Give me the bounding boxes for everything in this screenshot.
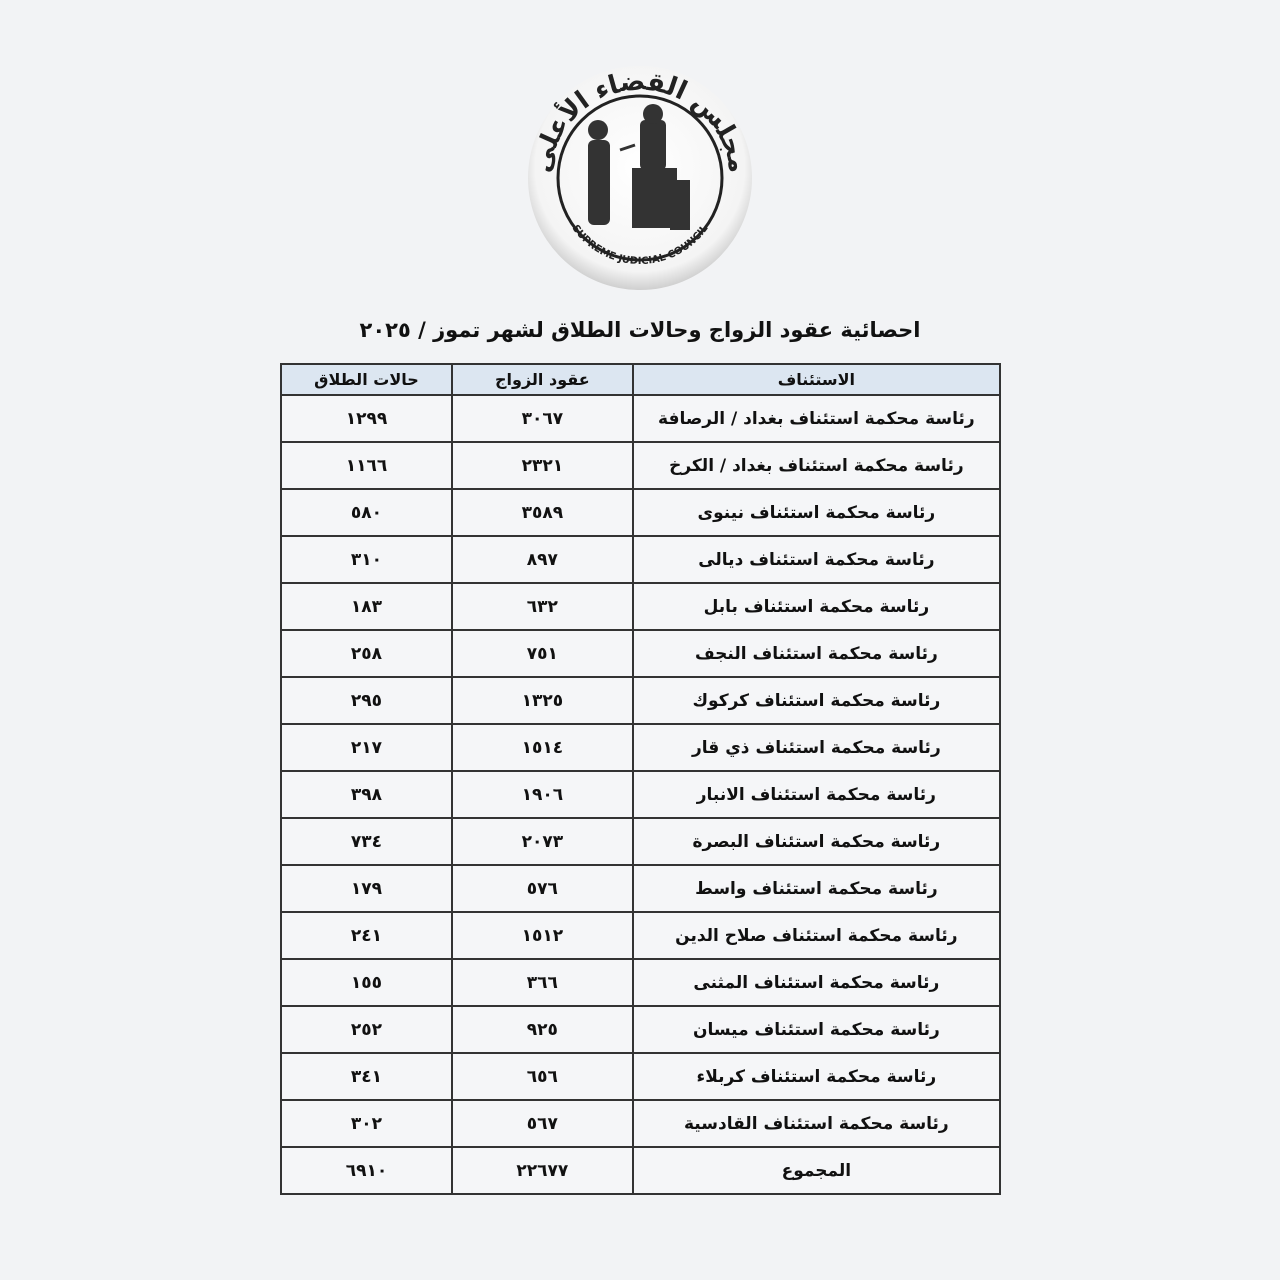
marriages-cell: ٥٦٧ [450,1099,634,1148]
table-row: رئاسة محكمة استئناف القادسية ٥٦٧ ٣٠٢ [280,1099,1002,1148]
divorces-cell: ٢٥٨ [280,629,453,678]
court-cell: رئاسة محكمة استئناف نينوى [631,488,1002,537]
divorces-cell: ٣٤١ [280,1052,453,1101]
table-row: رئاسة محكمة استئناف البصرة ٢٠٧٣ ٧٣٤ [280,817,1002,866]
page-title: احصائية عقود الزواج وحالات الطلاق لشهر ت… [359,318,921,342]
divorces-cell: ١١٦٦ [280,441,453,490]
marriages-cell: ١٥١٢ [450,911,634,960]
court-cell: رئاسة محكمة استئناف ميسان [631,1005,1002,1054]
divorces-cell: ٧٣٤ [280,817,453,866]
header-court: الاستئناف [631,363,1002,396]
divorces-cell: ٢١٧ [280,723,453,772]
supreme-judicial-council-logo: مجلس القضاء الأعلى SUPREME JUDICIAL COUN… [520,50,760,295]
table-row: رئاسة محكمة استئناف بابل ٦٣٢ ١٨٣ [280,582,1002,631]
table-row: رئاسة محكمة استئناف كركوك ١٣٢٥ ٢٩٥ [280,676,1002,725]
table-row: رئاسة محكمة استئناف النجف ٧٥١ ٢٥٨ [280,629,1002,678]
divorces-cell: ٢٥٢ [280,1005,453,1054]
court-cell: رئاسة محكمة استئناف البصرة [631,817,1002,866]
court-cell: رئاسة محكمة استئناف ديالى [631,535,1002,584]
court-cell: رئاسة محكمة استئناف القادسية [631,1099,1002,1148]
header-divorces: حالات الطلاق [280,363,453,396]
divorces-cell: ١٨٣ [280,582,453,631]
table-header-row: الاستئناف عقود الزواج حالات الطلاق [280,363,1002,396]
divorces-cell: ٢٤١ [280,911,453,960]
divorces-cell: ٣٠٢ [280,1099,453,1148]
court-cell: رئاسة محكمة استئناف صلاح الدين [631,911,1002,960]
marriages-cell: ١٣٢٥ [450,676,634,725]
court-cell: رئاسة محكمة استئناف الانبار [631,770,1002,819]
marriages-cell: ٢٣٢١ [450,441,634,490]
marriages-cell: ٩٢٥ [450,1005,634,1054]
marriages-cell: ٣٠٦٧ [450,394,634,443]
total-row: المجموع ٢٢٦٧٧ ٦٩١٠ [280,1146,1002,1195]
total-court-cell: المجموع [631,1146,1002,1195]
table-row: رئاسة محكمة استئناف ذي قار ١٥١٤ ٢١٧ [280,723,1002,772]
marriages-cell: ٦٥٦ [450,1052,634,1101]
court-cell: رئاسة محكمة استئناف بابل [631,582,1002,631]
court-cell: رئاسة محكمة استئناف بغداد / الرصافة [631,394,1002,443]
statistics-table: الاستئناف عقود الزواج حالات الطلاق رئاسة… [280,363,1002,1195]
total-marriages-cell: ٢٢٦٧٧ [450,1146,634,1195]
marriages-cell: ٦٣٢ [450,582,634,631]
marriages-cell: ٣٦٦ [450,958,634,1007]
marriages-cell: ٢٠٧٣ [450,817,634,866]
divorces-cell: ١٥٥ [280,958,453,1007]
marriages-cell: ٥٧٦ [450,864,634,913]
court-cell: رئاسة محكمة استئناف المثنى [631,958,1002,1007]
table-row: رئاسة محكمة استئناف الانبار ١٩٠٦ ٣٩٨ [280,770,1002,819]
total-divorces-cell: ٦٩١٠ [280,1146,453,1195]
table-row: رئاسة محكمة استئناف بغداد / الرصافة ٣٠٦٧ ١… [280,394,1002,443]
divorces-cell: ٢٩٥ [280,676,453,725]
divorces-cell: ٣٩٨ [280,770,453,819]
marriages-cell: ١٥١٤ [450,723,634,772]
court-cell: رئاسة محكمة استئناف ذي قار [631,723,1002,772]
table-row: رئاسة محكمة استئناف المثنى ٣٦٦ ١٥٥ [280,958,1002,1007]
court-cell: رئاسة محكمة استئناف النجف [631,629,1002,678]
table-row: رئاسة محكمة استئناف نينوى ٣٥٨٩ ٥٨٠ [280,488,1002,537]
table-row: رئاسة محكمة استئناف ديالى ٨٩٧ ٣١٠ [280,535,1002,584]
table-row: رئاسة محكمة استئناف بغداد / الكرخ ٢٣٢١ ١١٦… [280,441,1002,490]
table-row: رئاسة محكمة استئناف واسط ٥٧٦ ١٧٩ [280,864,1002,913]
divorces-cell: ١٢٩٩ [280,394,453,443]
table-row: رئاسة محكمة استئناف كربلاء ٦٥٦ ٣٤١ [280,1052,1002,1101]
marriages-cell: ٧٥١ [450,629,634,678]
header-marriages: عقود الزواج [450,363,634,396]
marriages-cell: ١٩٠٦ [450,770,634,819]
court-cell: رئاسة محكمة استئناف كربلاء [631,1052,1002,1101]
divorces-cell: ٣١٠ [280,535,453,584]
court-cell: رئاسة محكمة استئناف بغداد / الكرخ [631,441,1002,490]
divorces-cell: ١٧٩ [280,864,453,913]
table-row: رئاسة محكمة استئناف صلاح الدين ١٥١٢ ٢٤١ [280,911,1002,960]
marriages-cell: ٨٩٧ [450,535,634,584]
court-cell: رئاسة محكمة استئناف واسط [631,864,1002,913]
divorces-cell: ٥٨٠ [280,488,453,537]
marriages-cell: ٣٥٨٩ [450,488,634,537]
table-row: رئاسة محكمة استئناف ميسان ٩٢٥ ٢٥٢ [280,1005,1002,1054]
court-cell: رئاسة محكمة استئناف كركوك [631,676,1002,725]
